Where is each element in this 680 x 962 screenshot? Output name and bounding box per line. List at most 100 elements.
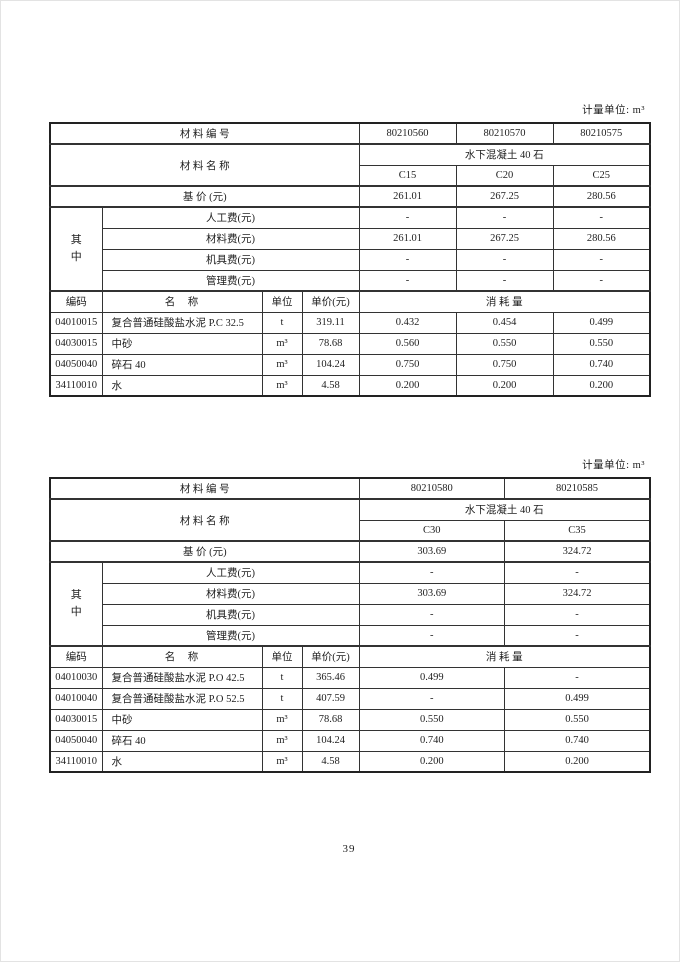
page-number: 39	[342, 843, 356, 855]
machine-fee-value: -	[455, 248, 554, 271]
material-group-row: 材 料 名 称水下混凝土 40 石	[49, 143, 651, 187]
page-content: 计量单位: m³ 材 料 编 号 80210560 80210570 80210575…	[49, 102, 651, 855]
among-label-text: 其中	[70, 233, 82, 263]
material-row-code: 04030015	[49, 332, 103, 355]
base-price-value: 261.01	[358, 185, 457, 208]
column-header-row: 编码名 称单位 单价(元) 消 耗 量	[49, 645, 651, 668]
material-row-code: 04050040	[49, 729, 103, 752]
machine-fee-row: 机具费(元) - -	[50, 603, 651, 626]
unit-header: 单位	[261, 290, 303, 313]
material-code-value: 80210585	[504, 477, 651, 500]
material-code-row: 材 料 编 号 80210560 80210570 80210575	[49, 122, 651, 145]
material-code-row: 材 料 编 号 80210580 80210585	[49, 477, 651, 500]
material-row-unit: m³	[261, 332, 303, 355]
management-fee-value: -	[504, 624, 651, 647]
materials-price-table-2: 材 料 编 号 80210580 80210585 材 料 名 称水下混凝土 40 石…	[49, 477, 651, 773]
table-row: 34110010 水 m³ 4.58 0.200 0.200	[49, 750, 651, 773]
base-price-value: 267.25	[455, 185, 554, 208]
material-row-unit: m³	[261, 708, 303, 731]
labor-fee-value: -	[358, 561, 505, 584]
material-row-consumption: 0.740	[504, 729, 651, 752]
base-price-value: 280.56	[552, 185, 651, 208]
material-grade: C25	[552, 164, 651, 187]
material-row-name: 中砂	[101, 708, 263, 731]
labor-fee-label: 人工费(元)	[101, 561, 360, 584]
material-fee-value: 261.01	[358, 227, 457, 250]
material-row-code: 04010015	[49, 311, 103, 334]
material-row-unit: m³	[261, 353, 303, 376]
material-row-price: 4.58	[301, 374, 360, 397]
material-code-label: 材 料 编 号	[49, 477, 360, 500]
labor-fee-value: -	[504, 561, 651, 584]
material-row-price: 104.24	[301, 729, 360, 752]
unit-note-2: 计量单位: m³	[582, 460, 645, 471]
material-fee-row: 材料费(元) 261.01 267.25 280.56	[50, 227, 651, 250]
material-row-name: 碎石 40	[101, 729, 263, 752]
material-row-consumption: 0.499	[552, 311, 651, 334]
material-row-name: 中砂	[101, 332, 263, 355]
material-group-name: 水下混凝土 40 石	[358, 143, 651, 166]
machine-fee-value: -	[552, 248, 651, 271]
management-fee-row: 管理费(元) - -	[50, 624, 651, 647]
material-group-name: 水下混凝土 40 石	[358, 498, 651, 521]
labor-fee-value: -	[455, 206, 554, 229]
material-fee-value: 303.69	[358, 582, 505, 605]
material-grade: C35	[504, 519, 651, 542]
material-row-name: 复合普通硅酸盐水泥 P.O 42.5	[101, 666, 263, 689]
material-row-code: 04010040	[49, 687, 103, 710]
management-fee-label: 管理费(元)	[101, 624, 360, 647]
table-row: 04010015 复合普通硅酸盐水泥 P.C 32.5 t 319.11 0.432 0.…	[49, 311, 651, 334]
material-code-value: 80210570	[455, 122, 554, 145]
base-price-label: 基 价 (元)	[49, 540, 360, 563]
material-code-value: 80210580	[358, 477, 505, 500]
management-fee-value: -	[358, 269, 457, 292]
material-row-price: 407.59	[301, 687, 360, 710]
code-header: 编码	[49, 645, 103, 668]
material-grade: C15	[358, 164, 457, 187]
material-row-name: 水	[101, 374, 263, 397]
management-fee-label: 管理费(元)	[101, 269, 360, 292]
material-code-value: 80210560	[358, 122, 457, 145]
material-row-consumption: 0.499	[358, 666, 505, 689]
material-group-row: 材 料 名 称水下混凝土 40 石	[49, 498, 651, 542]
material-row-consumption: 0.200	[552, 374, 651, 397]
material-row-consumption: -	[504, 666, 651, 689]
material-row-unit: t	[261, 311, 303, 334]
table-row: 04010030 复合普通硅酸盐水泥 P.O 42.5 t 365.46 0.499-	[49, 666, 651, 689]
table-row: 34110010 水 m³ 4.58 0.200 0.200 0.200	[49, 374, 651, 397]
material-row-unit: m³	[261, 729, 303, 752]
column-header-row: 编码名 称单位 单价(元) 消 耗 量	[49, 290, 651, 313]
material-row-consumption: 0.560	[358, 332, 457, 355]
base-price-value: 303.69	[358, 540, 505, 563]
material-grade: C30	[358, 519, 505, 542]
material-row-unit: m³	[261, 750, 303, 773]
material-fee-value: 324.72	[504, 582, 651, 605]
material-fee-label: 材料费(元)	[101, 227, 360, 250]
material-row-consumption: 0.200	[358, 750, 505, 773]
unit-price-header: 单价(元)	[301, 645, 360, 668]
material-row-consumption: 0.740	[552, 353, 651, 376]
labor-fee-row: 其中 人工费(元) - -	[49, 561, 651, 647]
consumption-header: 消 耗 量	[358, 645, 651, 668]
material-grade-row: C15 C20 C25	[50, 164, 651, 187]
table-row: 04010040 复合普通硅酸盐水泥 P.O 52.5 t 407.59-0.499	[49, 687, 651, 710]
management-fee-value: -	[455, 269, 554, 292]
material-fee-value: 280.56	[552, 227, 651, 250]
material-row-name: 复合普通硅酸盐水泥 P.C 32.5	[101, 311, 263, 334]
material-row-consumption: 0.550	[504, 708, 651, 731]
unit-header: 单位	[261, 645, 303, 668]
material-row-price: 104.24	[301, 353, 360, 376]
among-label: 其中	[49, 561, 103, 647]
material-row-price: 78.68	[301, 708, 360, 731]
material-row-price: 78.68	[301, 332, 360, 355]
table-row: 04050040 碎石 40 m³ 104.24 0.740 0.740	[49, 729, 651, 752]
material-row-code: 34110010	[49, 374, 103, 397]
material-row-consumption: 0.750	[455, 353, 554, 376]
base-price-row: 基 价 (元) 303.69 324.72	[49, 540, 651, 563]
material-code-label: 材 料 编 号	[49, 122, 360, 145]
material-row-name: 复合普通硅酸盐水泥 P.O 52.5	[101, 687, 263, 710]
machine-fee-value: -	[358, 603, 505, 626]
machine-fee-row: 机具费(元) - - -	[50, 248, 651, 271]
labor-fee-value: -	[358, 206, 457, 229]
machine-fee-label: 机具费(元)	[101, 248, 360, 271]
